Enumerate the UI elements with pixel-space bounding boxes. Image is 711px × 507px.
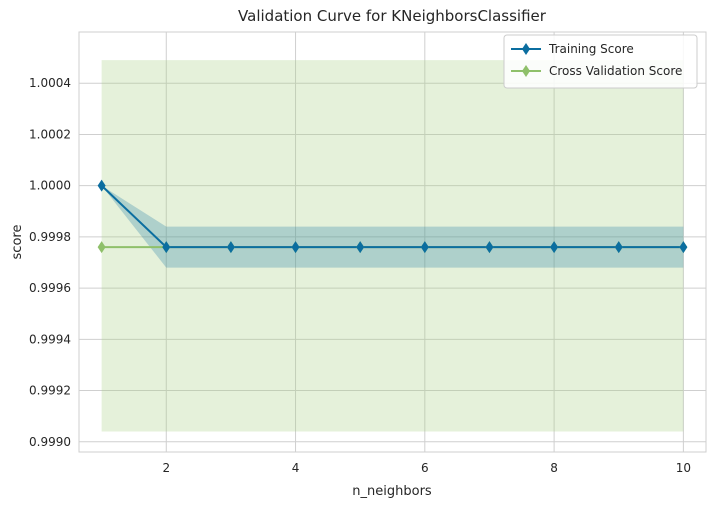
legend-items: Training Score Cross Validation Score [511,42,682,78]
x-tick-label: 2 [162,461,170,475]
training-score-point [485,241,494,254]
training-score-point [550,241,559,254]
y-tick-label: 1.0004 [29,76,71,90]
plot-area [78,31,707,453]
training-score-line [100,184,684,249]
legend: Training Score Cross Validation Score [503,34,698,89]
series-lines [100,184,684,249]
training-score-point [679,241,688,254]
y-tick-label: 0.9992 [29,384,71,398]
cross-validation-band [101,60,684,432]
cross-validation-point [97,241,106,254]
y-axis-ticks: 0.9990 0.9992 0.9994 0.9996 0.9998 1.0000 1.00… [29,76,71,449]
x-tick-label: 4 [292,461,300,475]
x-tick-label: 6 [421,461,429,475]
training-score-point [420,241,429,254]
training-score-point [226,241,235,254]
score-bands [101,60,684,432]
y-tick-label: 0.9994 [29,332,71,346]
training-score-point [291,241,300,254]
x-axis-label: n_neighbors [352,484,432,499]
y-tick-label: 1.0002 [29,127,71,141]
legend-box [503,34,698,89]
plot-frame [78,31,707,453]
y-axis-label: score [10,225,25,260]
series-markers [97,179,688,254]
legend-marker [522,65,530,77]
training-score-point [162,241,171,254]
x-axis-ticks: 2 4 6 8 10 [162,461,691,475]
legend-marker [522,43,530,55]
y-tick-label: 0.9996 [29,281,71,295]
y-tick-label: 0.9990 [29,435,71,449]
y-tick-label: 1.0000 [29,179,71,193]
chart-title: Validation Curve for KNeighborsClassifie… [238,7,547,25]
training-score-point [97,179,106,192]
legend-label: Cross Validation Score [549,64,682,78]
y-tick-label: 0.9998 [29,230,71,244]
grid-lines [79,32,706,452]
training-score-point [614,241,623,254]
training-score-point [356,241,365,254]
x-tick-label: 8 [550,461,558,475]
legend-label: Training Score [548,42,634,56]
x-tick-label: 10 [676,461,691,475]
